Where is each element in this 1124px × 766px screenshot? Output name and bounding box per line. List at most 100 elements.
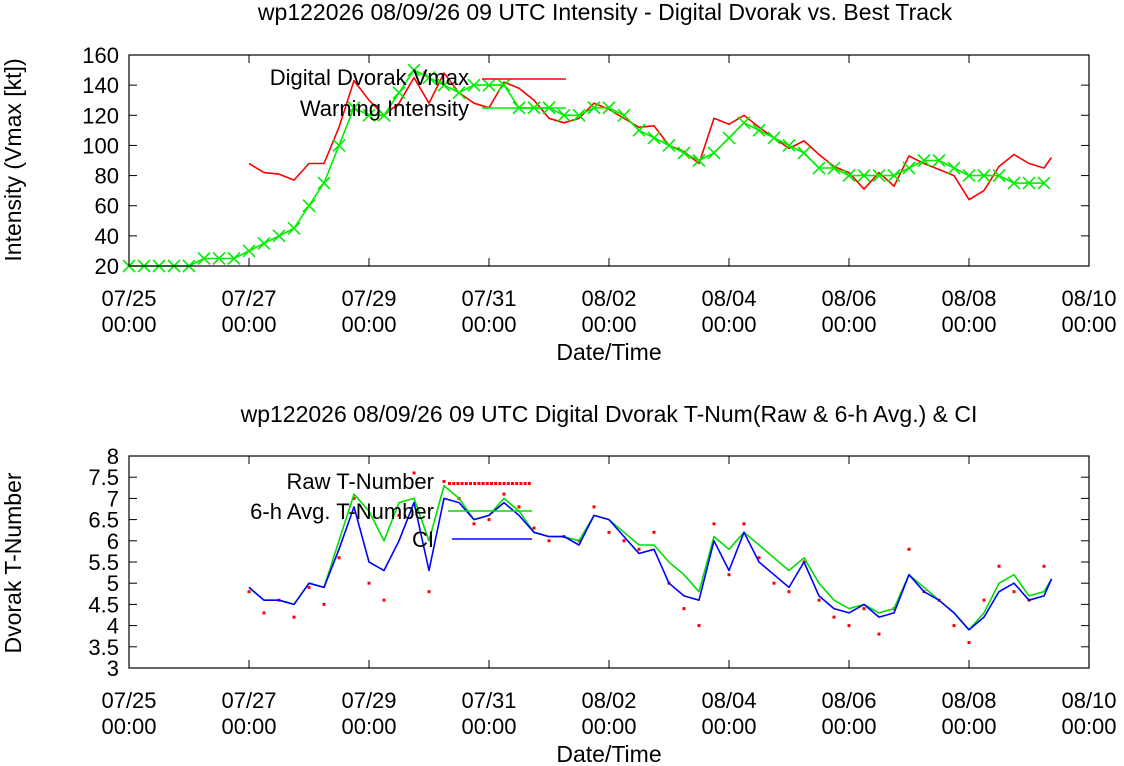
tnumber-raw-dot — [757, 556, 761, 560]
tnumber-raw-dot — [547, 539, 551, 543]
intensity-warning-marker — [722, 131, 736, 145]
intensity-xtick-date: 08/08 — [941, 286, 996, 311]
legend-label-warning-intensity: Warning Intensity — [300, 96, 469, 121]
tnumber-ytick-label: 5 — [107, 571, 119, 596]
tnumber-xtick-time: 00:00 — [101, 714, 156, 739]
tnumber-ytick-label: 4 — [107, 614, 119, 639]
intensity-warning-marker — [632, 123, 646, 137]
intensity-warning-marker — [902, 161, 916, 175]
tnumber-raw-dot — [352, 496, 356, 500]
tnumber-raw-dot — [367, 581, 371, 585]
intensity-warning-marker — [677, 146, 691, 160]
tnumber-raw-dot — [607, 530, 611, 534]
intensity-warning-marker — [362, 108, 376, 122]
intensity-warning-marker — [377, 108, 391, 122]
intensity-xtick-time: 00:00 — [1061, 312, 1116, 337]
legend-dot-raw — [485, 482, 489, 485]
intensity-warning-marker — [857, 169, 871, 183]
tnumber-ytick-label: 6 — [107, 529, 119, 554]
intensity-warning-marker — [587, 101, 601, 115]
tnumber-raw-dot — [847, 624, 851, 628]
tnumber-raw-dot — [997, 564, 1001, 568]
intensity-warning-marker — [752, 123, 766, 137]
intensity-xtick-time: 00:00 — [581, 312, 636, 337]
intensity-warning-marker — [707, 146, 721, 160]
intensity-warning-marker — [242, 244, 256, 258]
intensity-warning-marker — [692, 153, 706, 168]
legend-dot-raw — [473, 482, 477, 485]
tnumber-xtick-time: 00:00 — [1061, 714, 1116, 739]
legend-dot-raw — [464, 482, 468, 485]
tnumber-raw-dot — [652, 530, 656, 534]
tnumber-raw-dot — [307, 585, 311, 589]
tnumber-x-axis-label: Date/Time — [556, 741, 661, 766]
tnumber-chart: wp122026 08/09/26 09 UTC Digital Dvorak … — [0, 401, 1117, 766]
intensity-xtick-time: 00:00 — [101, 312, 156, 337]
intensity-warning-marker — [842, 169, 856, 183]
intensity-warning-marker — [1037, 176, 1051, 190]
intensity-ytick-label: 100 — [82, 133, 119, 158]
intensity-warning-marker — [977, 169, 991, 183]
intensity-warning-marker — [302, 199, 316, 213]
tnumber-xtick-date: 08/06 — [821, 688, 876, 713]
tnumber-xtick-date: 07/27 — [221, 688, 276, 713]
legend-label-raw-tnumber: Raw T-Number — [286, 469, 434, 494]
intensity-warning-marker — [887, 169, 901, 183]
tnumber-raw-dot — [292, 615, 296, 619]
tnumber-xtick-time: 00:00 — [821, 714, 876, 739]
intensity-legend: Digital Dvorak Vmax Warning Intensity — [270, 65, 566, 121]
tnumber-xtick-date: 07/25 — [101, 688, 156, 713]
legend-dot-raw — [519, 482, 523, 485]
tnumber-raw-dot — [442, 479, 446, 483]
intensity-xtick-time: 00:00 — [221, 312, 276, 337]
tnumber-raw-dot — [862, 607, 866, 611]
legend-dot-raw — [511, 482, 514, 485]
intensity-warning-marker — [392, 86, 406, 100]
tnumber-xtick-date: 08/02 — [581, 688, 636, 713]
tnumber-raw-dot — [682, 607, 686, 611]
tnumber-raw-dot — [787, 590, 791, 594]
intensity-ticks: 2040608010012014016007/2500:0007/2700:00… — [82, 43, 1116, 337]
tnumber-ytick-label: 7.5 — [88, 465, 119, 490]
tnumber-raw-dot — [697, 624, 701, 628]
intensity-warning-marker — [1022, 176, 1036, 190]
tnumber-ytick-label: 6.5 — [88, 508, 119, 533]
tnumber-raw-dot — [487, 518, 491, 522]
tnumber-ticks: 33.544.555.566.577.5807/2500:0007/2700:0… — [88, 444, 1116, 739]
intensity-warning-marker — [347, 101, 361, 115]
tnumber-xtick-time: 00:00 — [581, 714, 636, 739]
tnumber-raw-dot — [427, 590, 431, 594]
legend-dot-raw — [448, 482, 451, 485]
intensity-warning-marker — [947, 161, 961, 175]
tnumber-raw-dot — [622, 539, 626, 543]
intensity-warning-marker — [872, 169, 886, 183]
intensity-series — [122, 63, 1053, 273]
tnumber-ytick-label: 5.5 — [88, 550, 119, 575]
tnumber-raw-dot — [592, 505, 596, 509]
tnumber-raw-dot — [817, 598, 821, 602]
tnumber-xtick-time: 00:00 — [941, 714, 996, 739]
intensity-ytick-label: 140 — [82, 73, 119, 98]
tnumber-raw-dot — [1012, 590, 1016, 594]
legend-dot-raw — [506, 482, 510, 485]
tnumber-raw-dot — [982, 598, 986, 602]
legend-dot-raw — [527, 482, 531, 485]
tnumber-xtick-date: 07/31 — [461, 688, 516, 713]
tnumber-ytick-label: 3.5 — [88, 635, 119, 660]
legend-dot-raw — [469, 482, 472, 485]
tnumber-raw-dot — [382, 598, 386, 602]
legend-dot-raw — [481, 482, 485, 485]
intensity-xtick-date: 08/10 — [1061, 286, 1116, 311]
intensity-plot-frame — [128, 54, 1090, 267]
tnumber-raw-dot — [742, 522, 746, 526]
tnumber-raw-dot — [337, 556, 341, 560]
intensity-xtick-time: 00:00 — [341, 312, 396, 337]
tnumber-chart-title: wp122026 08/09/26 09 UTC Digital Dvorak … — [240, 401, 978, 427]
intensity-warning-marker — [212, 251, 226, 266]
intensity-warning-marker — [782, 138, 796, 152]
intensity-warning-marker — [452, 86, 466, 100]
legend-dots-raw-tnumber — [448, 482, 531, 485]
tnumber-xtick-date: 08/10 — [1061, 688, 1116, 713]
intensity-warning-marker — [437, 78, 451, 92]
